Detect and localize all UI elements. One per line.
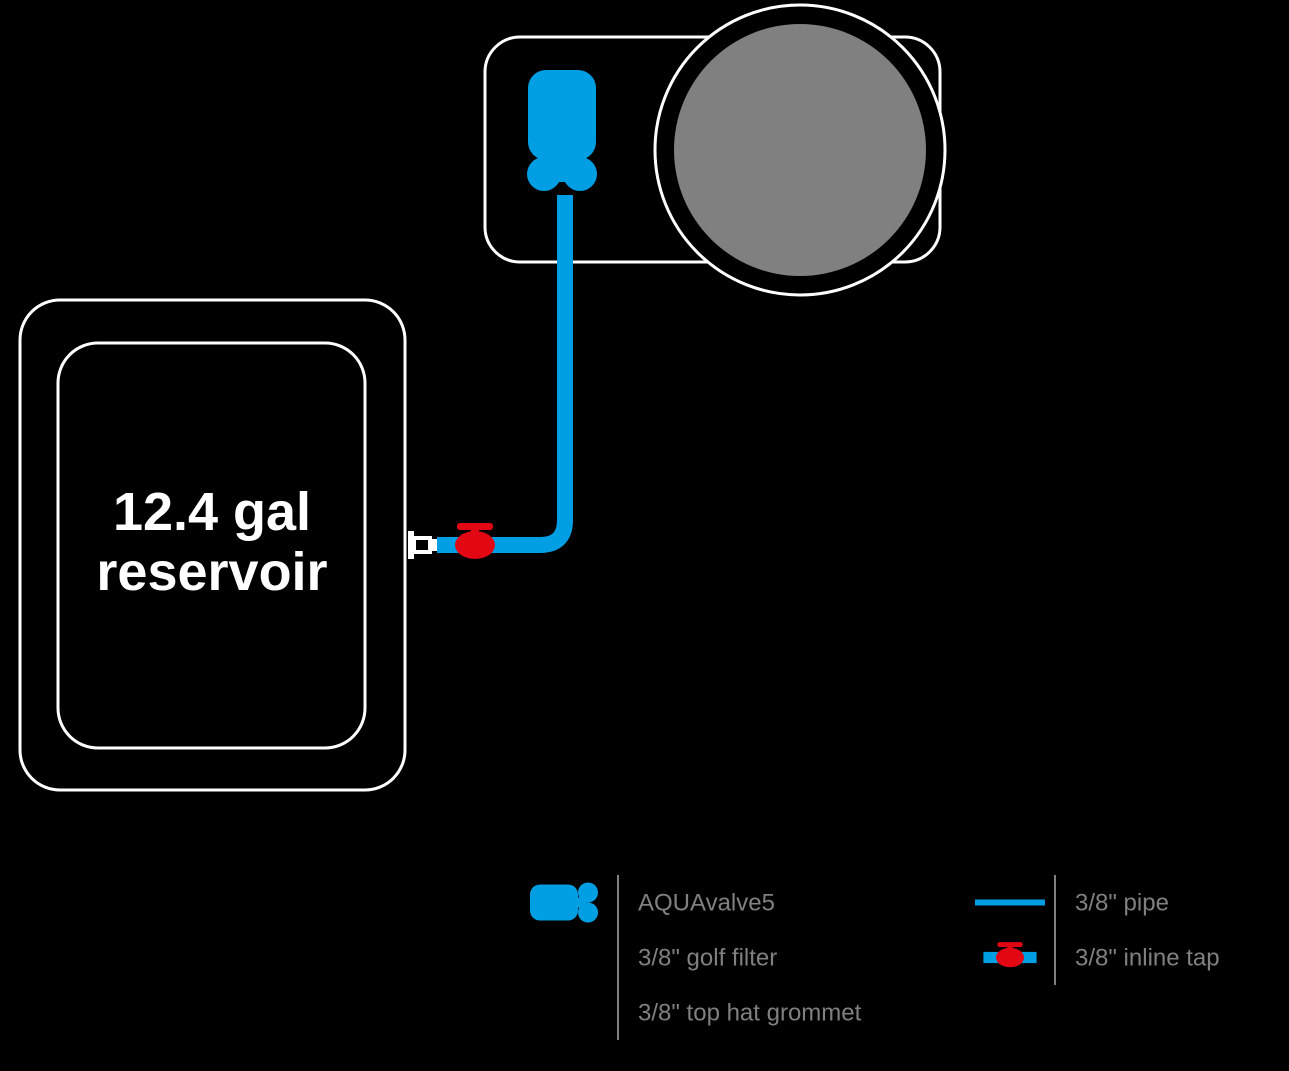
legend-label: 3/8" inline tap xyxy=(1075,945,1220,972)
inline-tap-icon xyxy=(983,942,1036,967)
pot-fill xyxy=(674,24,926,276)
legend-label: 3/8" golf filter xyxy=(638,945,777,972)
pipe xyxy=(458,195,565,545)
legend-label: 3/8" top hat grommet xyxy=(638,1000,862,1027)
diagram-canvas: 12.4 gal reservoir AQUAvalve5 3/8" golf f… xyxy=(0,0,1289,1071)
aquavalve-icon xyxy=(527,70,597,191)
reservoir-label-line1: 12.4 gal xyxy=(113,482,311,542)
legend-label: 3/8" pipe xyxy=(1075,890,1169,917)
legend-label: AQUAvalve5 xyxy=(638,890,775,917)
reservoir-label-line2: reservoir xyxy=(96,542,327,602)
inline-tap-icon xyxy=(437,523,513,559)
legend: AQUAvalve5 3/8" golf filter 3/8" top hat g… xyxy=(530,875,1220,1040)
aquavalve-icon xyxy=(530,883,598,923)
